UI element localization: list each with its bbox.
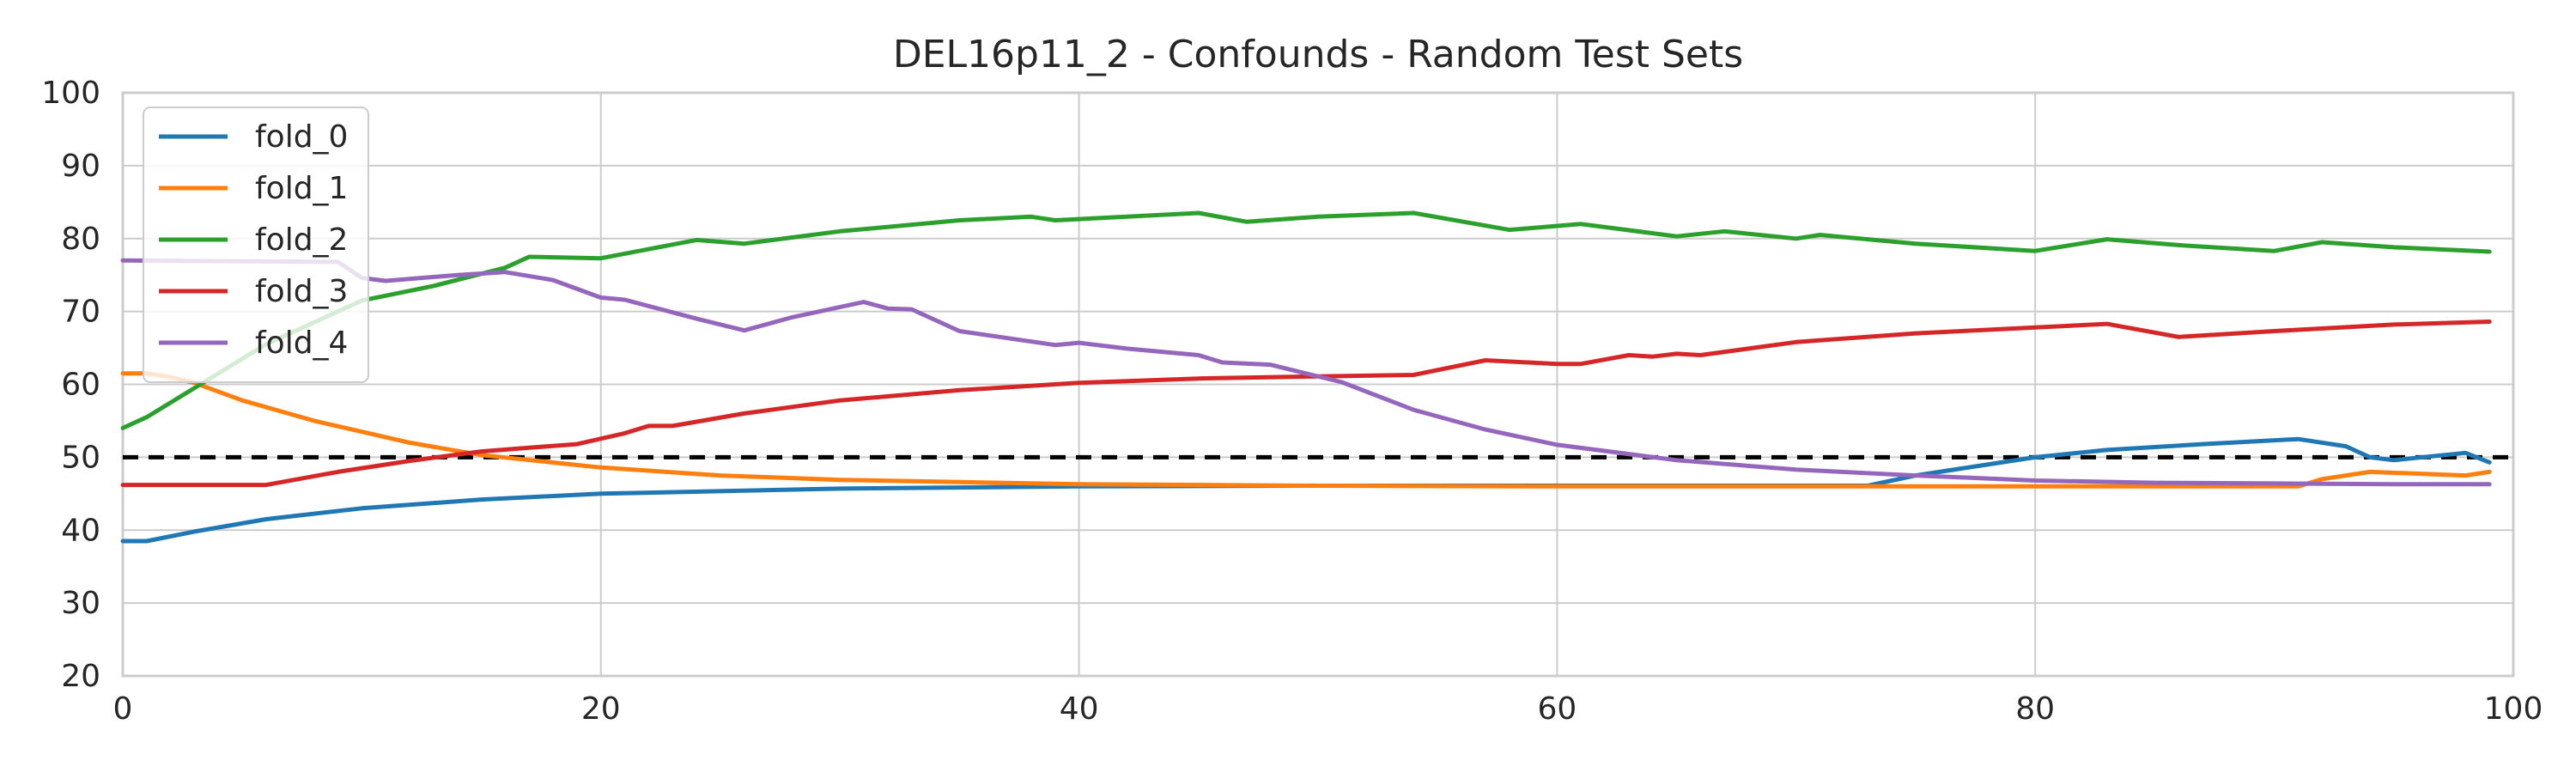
axis-ticks: 0 20 40 60 80 100 20 30 40 50 60 70 80 90 100: [41, 76, 2543, 727]
plot-frame: [121, 91, 2515, 678]
legend: fold_0 fold_1 fold_2 fold_3 fold_4: [143, 107, 369, 383]
y-tick-label: 100: [41, 76, 100, 111]
x-tick-label: 40: [1060, 691, 1099, 727]
x-tick-label: 20: [581, 691, 621, 727]
legend-label: fold_1: [255, 171, 348, 206]
x-tick-label: 80: [2015, 691, 2055, 727]
y-tick-label: 40: [61, 513, 100, 548]
y-tick-label: 30: [61, 586, 100, 621]
series-lines: [120, 210, 2492, 544]
series-line-fold-3: [120, 320, 2492, 488]
y-tick-label: 90: [61, 149, 100, 184]
grid: [122, 92, 2514, 677]
y-tick-label: 20: [61, 659, 100, 694]
chart-title: DEL16p11_2 - Confounds - Random Test Set…: [893, 33, 1743, 76]
y-tick-label: 70: [61, 295, 100, 330]
series-line-fold-4: [120, 258, 2492, 487]
legend-label: fold_0: [255, 119, 348, 155]
x-tick-label: 100: [2484, 691, 2543, 727]
legend-box: [143, 107, 369, 383]
series-line-fold-1: [120, 371, 2492, 489]
y-tick-label: 80: [61, 222, 100, 257]
x-tick-label: 60: [1537, 691, 1577, 727]
legend-label: fold_3: [255, 274, 348, 309]
x-tick-label: 0: [113, 691, 133, 727]
legend-label: fold_4: [255, 326, 348, 361]
series-line-fold-2: [120, 210, 2492, 430]
legend-label: fold_2: [255, 222, 348, 258]
y-tick-label: 60: [61, 368, 100, 403]
y-tick-label: 50: [61, 440, 100, 475]
